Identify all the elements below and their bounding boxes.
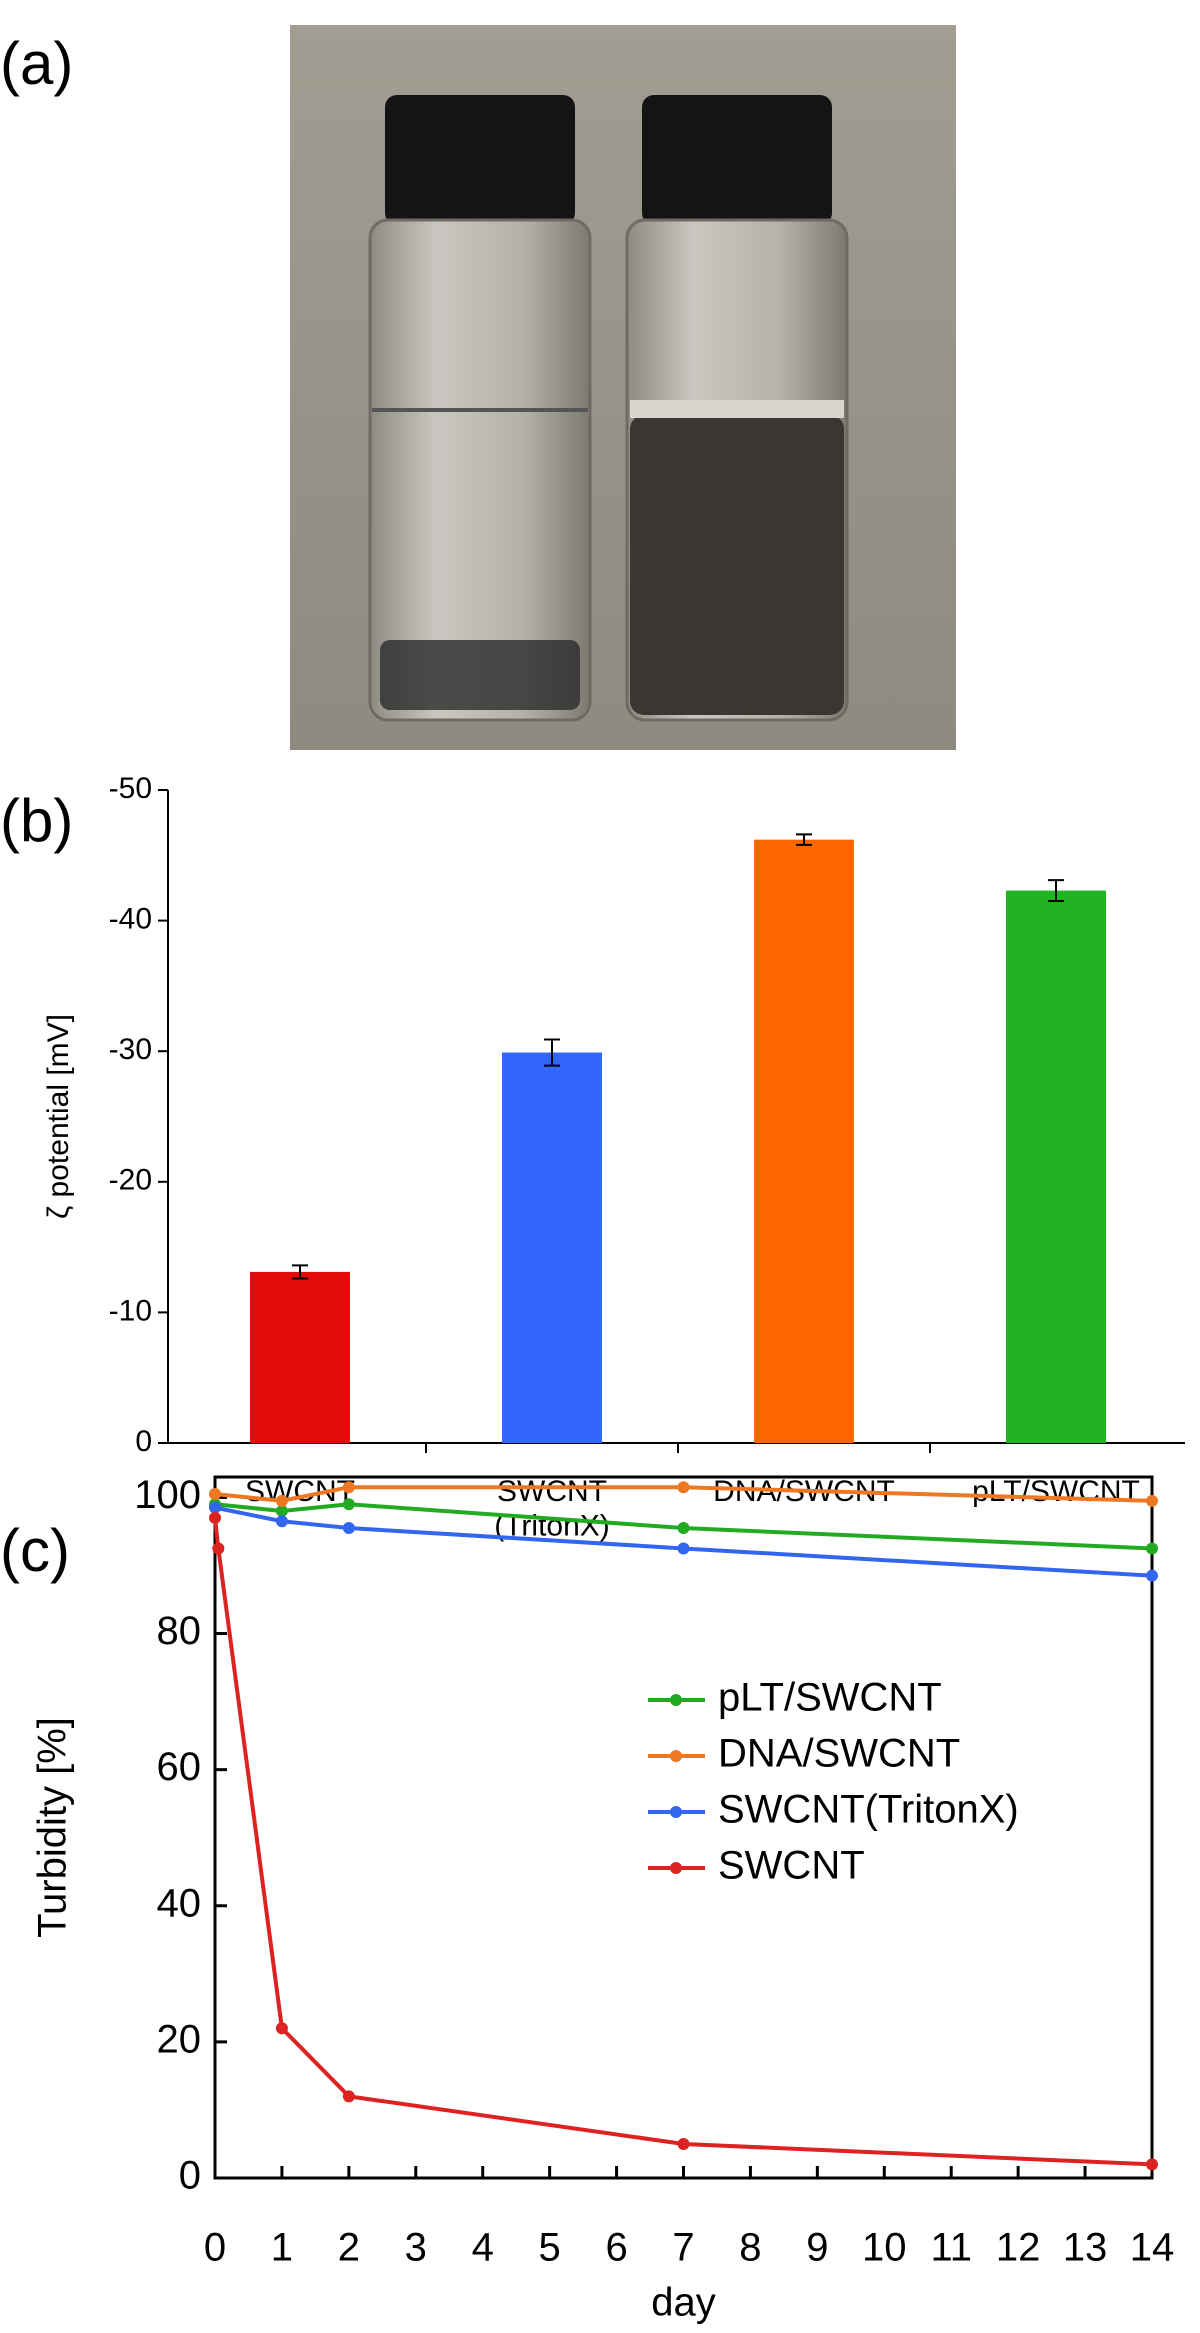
legend-marker — [670, 1862, 682, 1874]
y-tick-label: 100 — [134, 1473, 201, 1517]
x-tick-label: SWCNT — [245, 1475, 355, 1508]
y-tick-label: -10 — [109, 1294, 152, 1327]
legend-marker — [670, 1806, 682, 1818]
photo — [290, 25, 956, 750]
data-point — [1146, 2158, 1158, 2171]
data-point — [275, 1505, 288, 1518]
legend-label: SWCNT(TritonX) — [718, 1788, 1019, 1832]
y-tick-label: 40 — [157, 1881, 202, 1925]
error-bar — [1048, 879, 1064, 903]
x-tick-label: 12 — [996, 2226, 1041, 2270]
data-point — [342, 1498, 355, 1511]
y-axis-label: ζ potential [mV] — [42, 1014, 75, 1219]
panel-label: (a) — [0, 30, 73, 97]
plot-frame — [213, 1475, 1154, 2180]
data-point — [275, 1494, 288, 1507]
data-point — [275, 2022, 288, 2035]
x-tick-label: 13 — [1063, 2226, 1108, 2270]
legend-marker — [670, 1694, 682, 1706]
y-tick-label: 60 — [157, 1745, 202, 1789]
data-point — [677, 1481, 690, 1494]
x-tick-label: 7 — [672, 2226, 694, 2270]
data-point — [342, 1522, 355, 1535]
data-point — [1146, 1542, 1158, 1555]
y-axis-label: Turbidity [%] — [31, 1717, 75, 1938]
y-tick-label: -20 — [109, 1164, 152, 1197]
error-bar — [292, 1264, 308, 1280]
x-tick-label: SWCNT (TritonX) — [494, 1475, 610, 1543]
x-tick-label: 4 — [472, 2226, 494, 2270]
data-point — [275, 1515, 288, 1528]
x-axis-label: day — [651, 2281, 716, 2325]
x-tick-label: 14 — [1130, 2226, 1175, 2270]
y-tick-label: 20 — [157, 2017, 202, 2061]
data-point — [677, 1542, 690, 1555]
x-tick-label: 1 — [271, 2226, 293, 2270]
x-tick-label: 9 — [806, 2226, 828, 2270]
y-tick-label: 0 — [135, 1425, 152, 1458]
data-point — [342, 1481, 355, 1494]
data-point — [212, 1542, 225, 1555]
error-bar — [796, 833, 812, 846]
legend-label: pLT/SWCNT — [718, 1676, 942, 1720]
legend-label: SWCNT — [718, 1844, 865, 1888]
bar — [502, 1052, 602, 1443]
bar — [754, 839, 854, 1443]
x-tick-label: 11 — [930, 2226, 972, 2270]
series-line — [213, 1517, 1153, 2167]
bar — [1006, 890, 1106, 1443]
y-tick-label: -50 — [109, 772, 152, 805]
data-point — [209, 1501, 221, 1514]
data-point — [1146, 1569, 1158, 1582]
y-tick-label: -40 — [109, 903, 152, 936]
x-tick-label: 0 — [204, 2226, 226, 2270]
bar — [250, 1271, 350, 1443]
y-tick-label: -30 — [109, 1033, 152, 1066]
x-tick-label: 10 — [862, 2226, 907, 2270]
x-tick-label: pLT/SWCNT — [972, 1475, 1140, 1508]
legend-label: DNA/SWCNT — [718, 1732, 960, 1776]
x-tick-label: 6 — [605, 2226, 627, 2270]
data-point — [1146, 1494, 1158, 1507]
data-point — [342, 2090, 355, 2103]
panel-label: (b) — [0, 787, 73, 854]
data-point — [677, 1522, 690, 1535]
legend-marker — [670, 1750, 682, 1762]
x-tick-label: 5 — [539, 2226, 561, 2270]
data-point — [209, 1511, 221, 1524]
data-point — [677, 2137, 690, 2150]
y-tick-label: 80 — [157, 1609, 202, 1653]
data-point — [209, 1488, 221, 1501]
y-tick-label: 0 — [179, 2154, 201, 2198]
error-bar — [544, 1038, 560, 1067]
x-tick-label: 8 — [739, 2226, 761, 2270]
panel-label: (c) — [0, 1517, 70, 1584]
x-tick-label: 3 — [405, 2226, 427, 2270]
x-tick-label: 2 — [338, 2226, 360, 2270]
